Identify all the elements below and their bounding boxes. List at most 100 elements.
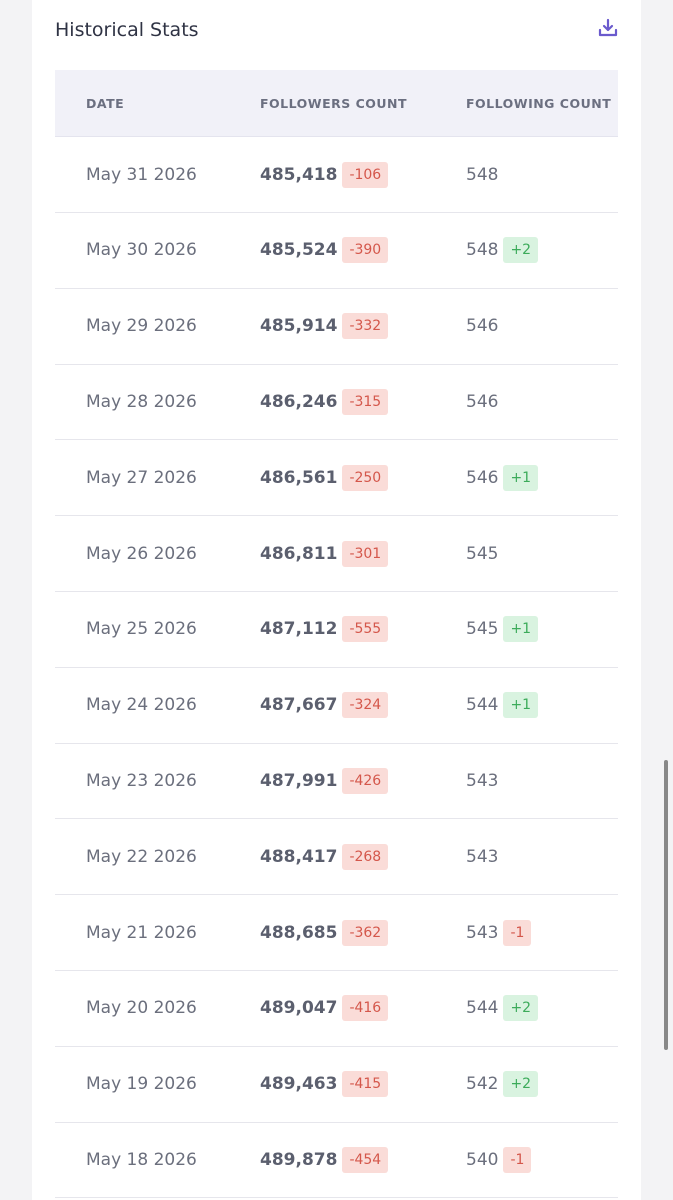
date-cell: May 28 2026 [86,391,197,412]
following-value: 543 [466,846,499,867]
following-cell: 546 [466,289,498,364]
following-value: 544 [466,695,499,716]
following-value: 546 [466,467,499,488]
date-cell: May 31 2026 [86,164,197,185]
change-badge: -416 [342,995,389,1022]
followers-cell: 487,991 -426 [260,743,389,818]
change-badge: -1 [503,1146,532,1173]
following-cell: 545 [466,516,498,591]
table-row: May 23 2026 487,991 -426 543 [55,743,618,820]
following-value: 543 [466,922,499,943]
following-value: 548 [466,240,499,261]
table-row: May 19 2026 489,463 -415 542 +2 [55,1047,618,1123]
change-badge: +1 [503,616,539,643]
following-cell: 544 +1 [466,668,539,743]
followers-value: 487,991 [260,770,338,791]
following-cell: 546 [466,364,498,439]
followers-cell: 486,246 -315 [260,364,389,439]
table-row: May 22 2026 488,417 -268 543 [55,819,618,896]
table-row: May 26 2026 486,811 -301 545 [55,516,618,592]
following-value: 544 [466,998,499,1019]
change-badge: -268 [342,843,389,870]
following-value: 542 [466,1074,499,1095]
followers-value: 486,246 [260,391,338,412]
card: Historical Stats DATE FOLLOWERS COUNT FO… [32,0,641,1200]
followers-value: 488,417 [260,846,338,867]
date-cell: May 23 2026 [86,770,197,791]
followers-cell: 485,914 -332 [260,289,389,364]
change-badge: -555 [342,616,389,643]
followers-cell: 486,811 -301 [260,516,389,591]
followers-value: 489,047 [260,998,338,1019]
date-cell: May 21 2026 [86,922,197,943]
column-header: FOLLOWERS COUNT [260,96,408,111]
table-row: May 30 2026 485,524 -390 548 +2 [55,213,618,289]
following-cell: 540 -1 [466,1122,532,1197]
section-title: Historical Stats [55,19,199,41]
change-badge: +1 [503,692,539,719]
following-cell: 548 +2 [466,213,539,288]
date-cell: May 18 2026 [86,1149,197,1170]
date-cell: May 20 2026 [86,998,197,1019]
followers-value: 485,524 [260,240,338,261]
date-cell: May 22 2026 [86,846,197,867]
change-badge: +2 [503,237,539,264]
following-value: 548 [466,164,499,185]
following-cell: 543 [466,743,498,818]
followers-value: 485,418 [260,164,338,185]
change-badge: -250 [342,464,389,491]
change-badge: -415 [342,1071,389,1098]
change-badge: -454 [342,1146,389,1173]
following-cell: 543 -1 [466,895,532,970]
table-row: May 24 2026 487,667 -324 544 +1 [55,668,618,744]
table-row: May 31 2026 485,418 -106 548 [55,137,618,213]
change-badge: -390 [342,237,389,264]
table-row: May 21 2026 488,685 -362 543 -1 [55,895,618,971]
followers-value: 486,561 [260,467,338,488]
date-cell: May 19 2026 [86,1074,197,1095]
column-header: FOLLOWING COUNT [466,96,612,111]
following-cell: 545 +1 [466,592,539,667]
table-row: May 27 2026 486,561 -250 546 +1 [55,440,618,517]
change-badge: -324 [342,692,389,719]
scrollbar[interactable] [664,760,668,1050]
date-cell: May 24 2026 [86,695,197,716]
column-header: DATE [86,96,125,111]
download-button[interactable] [597,17,619,39]
change-badge: +2 [503,995,539,1022]
change-badge: -301 [342,540,389,567]
followers-cell: 489,047 -416 [260,971,389,1046]
table-header: DATE FOLLOWERS COUNT FOLLOWING COUNT [55,70,618,137]
followers-value: 486,811 [260,543,338,564]
following-value: 540 [466,1149,499,1170]
followers-cell: 488,417 -268 [260,819,389,894]
following-cell: 542 +2 [466,1047,539,1122]
followers-cell: 487,667 -324 [260,668,389,743]
followers-value: 489,878 [260,1149,338,1170]
change-badge: +2 [503,1071,539,1098]
change-badge: -1 [503,919,532,946]
followers-cell: 487,112 -555 [260,592,389,667]
following-value: 545 [466,619,499,640]
followers-cell: 488,685 -362 [260,895,389,970]
followers-cell: 485,524 -390 [260,213,389,288]
followers-value: 487,667 [260,695,338,716]
change-badge: +1 [503,464,539,491]
followers-cell: 489,878 -454 [260,1122,389,1197]
following-cell: 543 [466,819,498,894]
change-badge: -106 [342,161,389,188]
change-badge: -332 [342,313,389,340]
followers-value: 485,914 [260,316,338,337]
followers-value: 488,685 [260,922,338,943]
followers-cell: 489,463 -415 [260,1047,389,1122]
following-value: 546 [466,391,499,412]
date-cell: May 30 2026 [86,240,197,261]
date-cell: May 27 2026 [86,467,197,488]
followers-cell: 485,418 -106 [260,137,389,212]
date-cell: May 26 2026 [86,543,197,564]
following-cell: 544 +2 [466,971,539,1046]
followers-value: 489,463 [260,1074,338,1095]
change-badge: -315 [342,388,389,415]
table-row: May 29 2026 485,914 -332 546 [55,289,618,365]
